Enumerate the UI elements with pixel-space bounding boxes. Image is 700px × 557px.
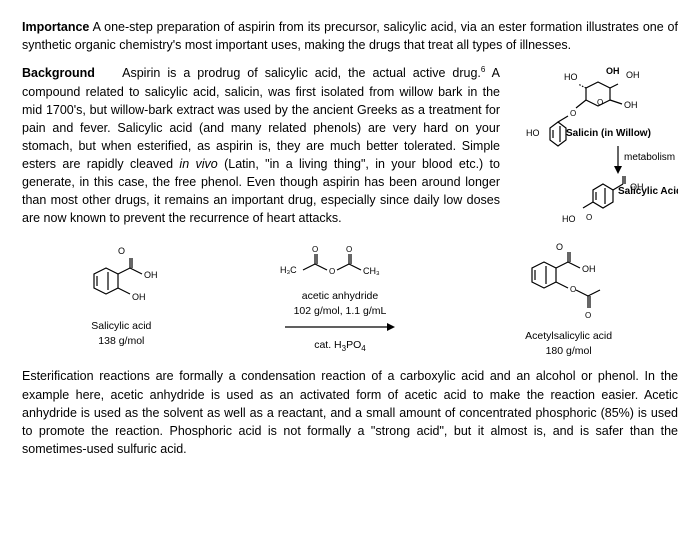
- esterification-text: Esterification reactions are formally a …: [22, 369, 678, 456]
- svg-text:HO: HO: [526, 128, 540, 138]
- reaction-scheme: O OH OH Salicylic acid 138 g/mol H₃C O O: [22, 238, 678, 357]
- background-text-2: A compound related to salicylic acid, sa…: [22, 66, 500, 171]
- reaction-arrow-icon: [275, 317, 405, 337]
- svg-text:OH: OH: [144, 270, 158, 280]
- reagent-catalyst: cat. H3PO4: [314, 339, 366, 354]
- in-vivo-italic: in vivo: [179, 157, 217, 171]
- svg-text:OH: OH: [624, 100, 638, 110]
- esterification-paragraph: Esterification reactions are formally a …: [22, 367, 678, 458]
- product-structure: O OH O O Acetylsalicylic acid 180 g/mol: [514, 238, 624, 357]
- importance-paragraph: Importance A one-step preparation of asp…: [22, 18, 678, 54]
- svg-text:O: O: [597, 98, 603, 107]
- svg-text:O: O: [570, 285, 576, 294]
- svg-text:O: O: [556, 242, 563, 252]
- metabolism-diagram: O OH HO OH OH O H: [508, 64, 678, 234]
- reagent-name: acetic anhydride: [302, 290, 378, 303]
- importance-text: A one-step preparation of aspirin from i…: [22, 20, 678, 52]
- salicin-label: Salicin (in Willow): [566, 128, 651, 139]
- salicylic-acid-structure: O OH OH Salicylic acid 138 g/mol: [76, 238, 166, 347]
- svg-text:O: O: [346, 245, 352, 254]
- svg-text:O: O: [585, 311, 591, 320]
- svg-text:HO: HO: [562, 214, 576, 224]
- reagent-arrow: H₃C O O O CH₃ acetic anhydride 102 g/mol…: [275, 238, 405, 354]
- svg-text:H₃C: H₃C: [280, 265, 297, 275]
- svg-text:O: O: [329, 267, 335, 276]
- svg-text:HO: HO: [564, 72, 578, 82]
- metabolism-label: metabolism: [624, 152, 675, 163]
- salicin-diagram-svg: O OH HO OH OH O H: [508, 64, 678, 234]
- svg-text:O: O: [586, 213, 592, 222]
- svg-text:O: O: [118, 246, 125, 256]
- acetic-anhydride-svg: H₃C O O O CH₃: [275, 238, 405, 288]
- reagent-mw: 102 g/mol, 1.1 g/mL: [294, 305, 387, 318]
- svg-text:O: O: [570, 109, 576, 118]
- svg-text:O: O: [312, 245, 318, 254]
- background-title: Background: [22, 66, 95, 80]
- salicylic-acid-label: Salicylic Acid: [618, 186, 678, 197]
- salicylic-mw: 138 g/mol: [98, 335, 144, 348]
- product-name: Acetylsalicylic acid: [525, 330, 612, 343]
- salicylic-acid-svg: O OH OH: [76, 238, 166, 318]
- importance-title: Importance: [22, 20, 89, 34]
- product-mw: 180 g/mol: [546, 345, 592, 358]
- svg-text:OH: OH: [582, 264, 596, 274]
- background-text-1: Aspirin is a prodrug of salicylic acid, …: [122, 66, 481, 80]
- svg-text:OH: OH: [606, 66, 620, 76]
- svg-text:CH₃: CH₃: [363, 266, 380, 276]
- salicylic-name: Salicylic acid: [91, 320, 151, 333]
- svg-text:OH: OH: [626, 70, 640, 80]
- svg-text:OH: OH: [132, 292, 146, 302]
- background-section: O OH HO OH OH O H: [22, 64, 678, 227]
- acetylsalicylic-svg: O OH O O: [514, 238, 624, 328]
